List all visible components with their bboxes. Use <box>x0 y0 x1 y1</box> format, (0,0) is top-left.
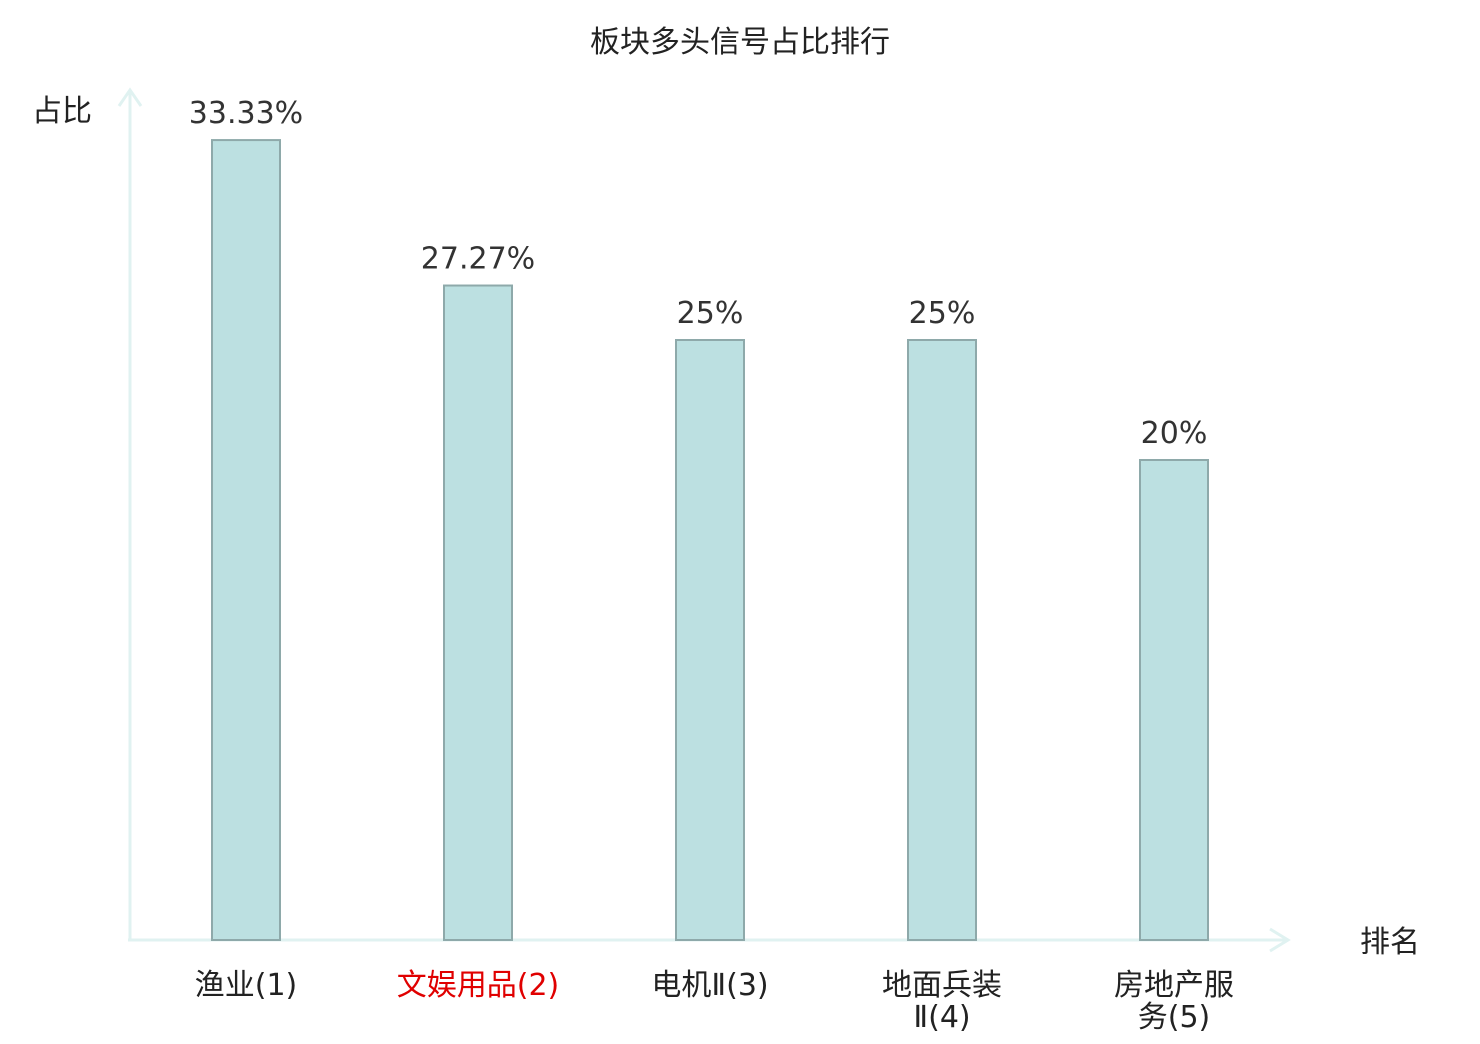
category-label-4: 地面兵装 Ⅱ(4) <box>882 968 1002 1035</box>
y-axis-label: 占比 <box>32 94 92 129</box>
bar-3 <box>675 339 745 941</box>
category-label-line: 电机Ⅱ(3) <box>651 968 768 1003</box>
value-label-3: 25% <box>677 296 744 331</box>
bar-4 <box>907 339 977 941</box>
value-label-2: 27.27% <box>421 242 535 277</box>
value-labels: 33.33% 27.27% 25% 25% 20% <box>189 96 1208 451</box>
category-labels: 渔业(1) 文娱用品(2) 电机Ⅱ(3) 地面兵装 Ⅱ(4) 房地产服务(5) <box>195 968 1234 1035</box>
category-label-line: 地面兵装 <box>882 968 1002 1003</box>
category-label-5: 房地产服务(5) <box>1114 968 1234 1035</box>
category-label-line: 渔业(1) <box>195 968 298 1003</box>
value-label-1: 33.33% <box>189 96 303 131</box>
value-label-4: 25% <box>909 296 976 331</box>
category-label-line: 文娱用品(2) <box>397 968 560 1003</box>
chart-title: 板块多头信号占比排行 <box>590 25 890 60</box>
category-label-line: 务(5) <box>1138 1000 1211 1035</box>
category-label-line: 房地产服 <box>1114 968 1234 1003</box>
bar-2 <box>443 284 513 941</box>
category-label-line: Ⅱ(4) <box>913 1000 970 1035</box>
category-label-2: 文娱用品(2) <box>397 968 560 1003</box>
bar-series <box>211 139 1209 941</box>
category-label-3: 电机Ⅱ(3) <box>651 968 768 1003</box>
x-axis-label: 排名 <box>1360 925 1420 960</box>
category-label-1: 渔业(1) <box>195 968 298 1003</box>
value-label-5: 20% <box>1141 416 1208 451</box>
bar-1 <box>211 139 281 941</box>
x-axis-arrow <box>1269 927 1291 953</box>
y-axis-arrow <box>117 87 143 107</box>
bar-5 <box>1139 459 1209 941</box>
